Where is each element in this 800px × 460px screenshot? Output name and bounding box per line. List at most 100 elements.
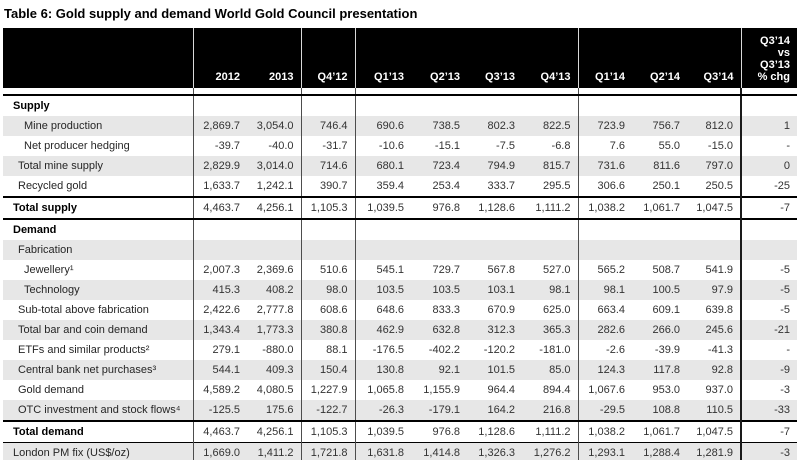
cell-value: -125.5 bbox=[192, 400, 247, 421]
row-label: Central bank net purchases³ bbox=[3, 360, 193, 380]
cell-value: 508.7 bbox=[652, 264, 680, 276]
cell-value: 282.6 bbox=[577, 320, 632, 340]
cell-value bbox=[687, 240, 741, 260]
cell-value: -15.0 bbox=[707, 140, 733, 152]
cell-value: 92.1 bbox=[411, 360, 467, 380]
cell-value bbox=[687, 95, 741, 116]
cell-value bbox=[740, 240, 797, 260]
cell-value: 802.3 bbox=[467, 116, 522, 136]
row-label: Demand bbox=[3, 218, 193, 240]
cell-value: 3,014.0 bbox=[247, 156, 301, 176]
cell-value: -7 bbox=[740, 420, 797, 443]
row-label: Total bar and coin demand bbox=[3, 320, 193, 340]
cell-value: 124.3 bbox=[577, 360, 632, 380]
table-row: Total mine supply 2,829.9 3,014.0 714.6 680.… bbox=[3, 156, 797, 176]
cell-value: -2.6 bbox=[577, 340, 632, 360]
row-label: Supply bbox=[13, 100, 50, 112]
cell-value: 0 bbox=[740, 156, 797, 176]
cell-value: 306.6 bbox=[577, 176, 632, 197]
cell-value: -9 bbox=[740, 360, 797, 380]
cell-value: -39.9 bbox=[654, 344, 680, 356]
cell-value: 648.6 bbox=[354, 300, 411, 320]
cell-value: 1,155.9 bbox=[423, 384, 460, 396]
cell-value: 333.7 bbox=[487, 180, 515, 192]
cell-value: 103.5 bbox=[354, 280, 411, 300]
row-label: Sub-total above fabrication bbox=[18, 304, 149, 316]
cell-value: -33 bbox=[740, 400, 797, 421]
cell-value: 1,242.1 bbox=[256, 180, 294, 192]
cell-value: -5 bbox=[740, 260, 797, 280]
cell-value: 1,288.4 bbox=[632, 442, 687, 460]
cell-value bbox=[192, 240, 247, 260]
cell-value: 1,111.2 bbox=[522, 420, 578, 443]
cell-value: 567.8 bbox=[487, 264, 515, 276]
cell-value: 1,067.6 bbox=[577, 380, 632, 400]
cell-value: -402.2 bbox=[428, 344, 460, 356]
cell-value bbox=[411, 218, 467, 240]
table-row: Jewellery¹ 2,007.3 2,369.6 510.6 545.1 729.7 5… bbox=[3, 260, 797, 280]
cell-value: 409.3 bbox=[247, 360, 301, 380]
cell-value: 4,463.7 bbox=[192, 196, 247, 219]
cell-value: 811.6 bbox=[632, 156, 687, 176]
cell-value: 663.4 bbox=[577, 300, 632, 320]
cell-value: 2,777.8 bbox=[256, 304, 294, 316]
table-row: Central bank net purchases³ 544.1 409.3 150… bbox=[3, 360, 797, 380]
cell-value: 565.2 bbox=[577, 260, 632, 280]
cell-value: -3 bbox=[740, 442, 797, 460]
cell-value: 1,105.3 bbox=[300, 196, 355, 219]
column-header: Q3’14 bbox=[687, 28, 741, 88]
table-row: OTC investment and stock flows⁴ -125.5 175… bbox=[3, 400, 797, 421]
cell-value: 1,061.7 bbox=[632, 420, 687, 443]
cell-value: 250.1 bbox=[652, 180, 680, 192]
cell-value: 680.1 bbox=[354, 156, 411, 176]
cell-value: 98.0 bbox=[300, 280, 355, 300]
cell-value: 279.1 bbox=[192, 340, 247, 360]
cell-value: 976.8 bbox=[411, 196, 467, 219]
header-rule-cell bbox=[687, 88, 741, 96]
cell-value: -176.5 bbox=[354, 340, 411, 360]
cell-value: 110.5 bbox=[687, 400, 741, 421]
cell-value: 117.8 bbox=[632, 360, 687, 380]
header-rule-cell bbox=[354, 88, 411, 96]
cell-value: 266.0 bbox=[632, 320, 687, 340]
cell-value: -7.5 bbox=[496, 140, 515, 152]
cell-value: 175.6 bbox=[247, 400, 301, 421]
cell-value bbox=[577, 240, 632, 260]
cell-value: 1,631.8 bbox=[354, 442, 411, 460]
cell-value: 7.6 bbox=[577, 136, 632, 156]
cell-value bbox=[247, 218, 301, 240]
cell-value: 1,276.2 bbox=[522, 442, 578, 460]
cell-value: 295.5 bbox=[542, 180, 571, 192]
cell-value: 108.8 bbox=[632, 400, 687, 421]
row-label: Jewellery¹ bbox=[24, 264, 74, 276]
cell-value bbox=[354, 240, 411, 260]
row-label: London PM fix (US$/oz) bbox=[3, 442, 193, 460]
cell-value bbox=[467, 240, 522, 260]
cell-value: -41.3 bbox=[707, 344, 733, 356]
cell-value: -10.6 bbox=[354, 136, 411, 156]
cell-value: 794.9 bbox=[467, 156, 522, 176]
header-rule-cell bbox=[632, 88, 687, 96]
row-label: Gold demand bbox=[18, 384, 85, 396]
cell-value: 756.7 bbox=[632, 116, 687, 136]
header-rule-cell bbox=[300, 88, 355, 96]
cell-value: 527.0 bbox=[542, 264, 571, 276]
cell-value: 98.1 bbox=[577, 280, 632, 300]
column-header: 2012 bbox=[192, 28, 247, 88]
cell-value bbox=[411, 240, 467, 260]
cell-value: -7 bbox=[740, 196, 797, 219]
row-label: Total demand bbox=[3, 420, 193, 443]
column-header: Q1’13 bbox=[354, 28, 411, 88]
cell-value: 670.9 bbox=[487, 304, 515, 316]
cell-value: 103.5 bbox=[411, 280, 467, 300]
cell-value: 1,039.5 bbox=[354, 420, 411, 443]
gold-supply-demand-table: 2012 2013 Q4’12 Q1’13 Q2’13 Q3’13 Q4’13 Q1’14 Q2… bbox=[3, 28, 797, 460]
cell-value bbox=[632, 218, 687, 240]
cell-value: 510.6 bbox=[300, 260, 355, 280]
column-header: Q1’14 bbox=[577, 28, 632, 88]
cell-value: 4,256.1 bbox=[247, 420, 301, 443]
header-rule-cell bbox=[3, 88, 193, 96]
table-row: Technology 415.3 408.2 98.0 103.5 103.5 103.1 9… bbox=[3, 280, 797, 300]
cell-value bbox=[354, 95, 411, 116]
